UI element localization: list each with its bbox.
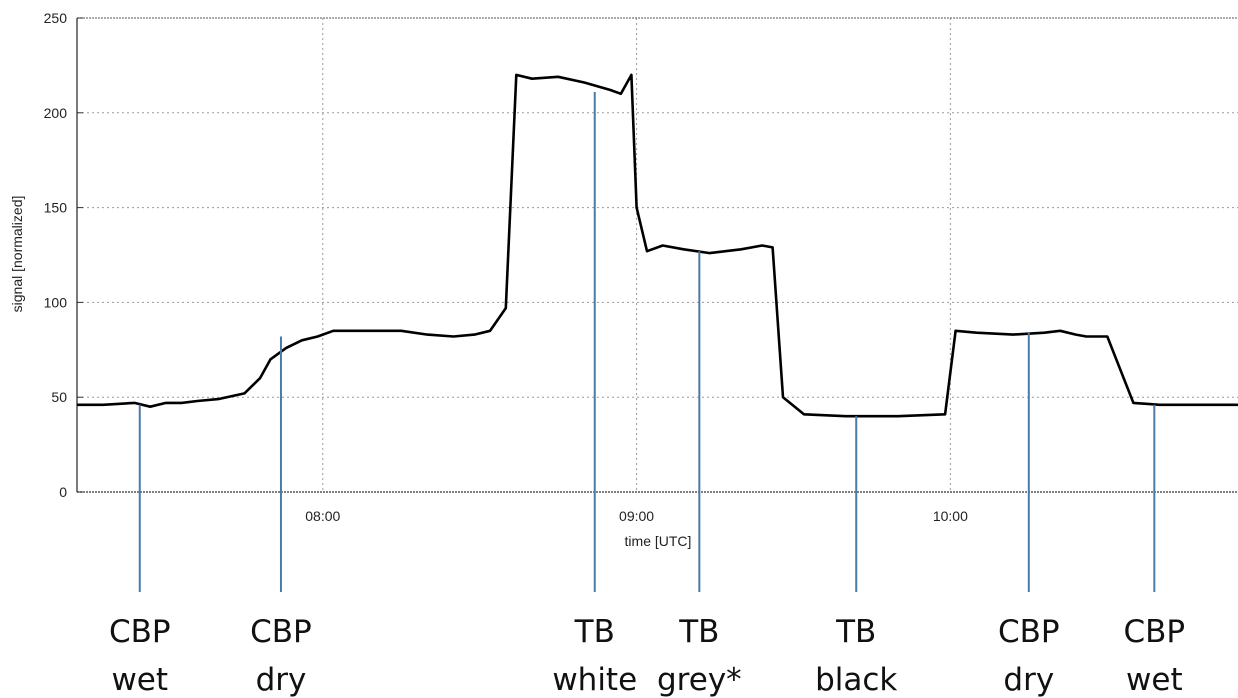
marker-label-line1: TB xyxy=(574,614,615,650)
y-tick-label: 0 xyxy=(59,484,67,500)
marker-label-line2: black xyxy=(815,662,897,698)
marker-label-line1: TB xyxy=(678,614,719,650)
marker-label-line2: dry xyxy=(1003,662,1054,698)
signal-line xyxy=(77,73,1238,418)
x-tick-label: 10:00 xyxy=(933,508,968,524)
y-tick-label: 250 xyxy=(44,10,68,26)
y-tick-label: 50 xyxy=(51,389,67,405)
axes xyxy=(76,17,1238,493)
marker-label-line2: dry xyxy=(256,662,307,698)
y-axis-label: signal [normalized] xyxy=(9,196,25,313)
tick-labels: 0 50 100 150 200 250 08:00 09:00 10:00 xyxy=(44,10,968,524)
y-tick-label: 100 xyxy=(44,294,68,310)
marker-label-line1: CBP xyxy=(109,614,171,650)
marker-lines: CBP wet CBP dry TB white TB grey* TB black CBP dry C… xyxy=(109,91,1186,698)
marker-label-line2: wet xyxy=(111,662,168,698)
marker-label-line1: TB xyxy=(835,614,876,650)
x-axis-label: time [UTC] xyxy=(625,533,692,549)
marker-label-line2: grey* xyxy=(657,662,742,698)
marker-label-line2: white xyxy=(552,662,637,698)
marker-label-line1: CBP xyxy=(1124,614,1186,650)
y-tick-label: 200 xyxy=(44,105,68,121)
marker-label-line2: wet xyxy=(1126,662,1183,698)
marker-label-line1: CBP xyxy=(998,614,1060,650)
marker-label-line1: CBP xyxy=(250,614,312,650)
x-tick-label: 08:00 xyxy=(305,508,340,524)
y-tick-label: 150 xyxy=(44,200,68,216)
x-tick-label: 09:00 xyxy=(619,508,654,524)
grid-lines xyxy=(77,18,1238,492)
